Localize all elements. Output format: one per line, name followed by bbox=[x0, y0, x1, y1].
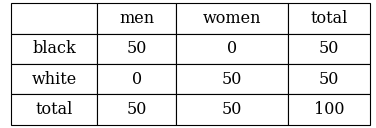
Bar bbox=[288, 64, 370, 94]
Bar bbox=[288, 34, 370, 64]
Bar bbox=[11, 3, 97, 34]
Bar bbox=[176, 3, 288, 34]
Bar bbox=[176, 34, 288, 64]
Text: men: men bbox=[119, 10, 154, 27]
Text: 50: 50 bbox=[126, 101, 147, 118]
Text: black: black bbox=[32, 40, 76, 57]
Text: 50: 50 bbox=[222, 101, 242, 118]
Text: 50: 50 bbox=[319, 71, 340, 88]
Text: 50: 50 bbox=[319, 40, 340, 57]
Text: total: total bbox=[36, 101, 73, 118]
Bar bbox=[288, 94, 370, 125]
Text: 50: 50 bbox=[126, 40, 147, 57]
Bar bbox=[97, 64, 176, 94]
Text: 0: 0 bbox=[132, 71, 142, 88]
Bar bbox=[288, 3, 370, 34]
Text: total: total bbox=[311, 10, 348, 27]
Text: 50: 50 bbox=[222, 71, 242, 88]
Bar bbox=[97, 3, 176, 34]
Bar bbox=[176, 94, 288, 125]
Bar bbox=[97, 34, 176, 64]
Bar bbox=[11, 64, 97, 94]
Bar bbox=[97, 94, 176, 125]
Text: 100: 100 bbox=[314, 101, 344, 118]
Text: white: white bbox=[32, 71, 77, 88]
Text: women: women bbox=[203, 10, 261, 27]
Bar bbox=[11, 94, 97, 125]
Text: 0: 0 bbox=[227, 40, 237, 57]
Bar bbox=[176, 64, 288, 94]
Bar bbox=[11, 34, 97, 64]
